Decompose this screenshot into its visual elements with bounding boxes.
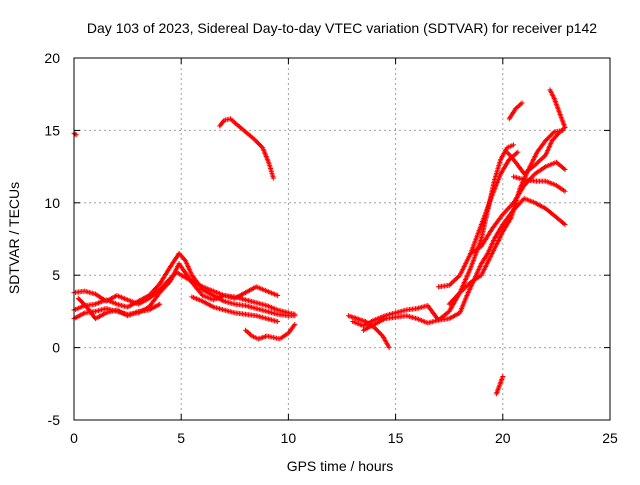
y-tick-label: 5 xyxy=(52,267,60,283)
data-point xyxy=(562,222,568,228)
x-tick-label: 5 xyxy=(177,430,185,446)
data-point xyxy=(275,319,281,325)
y-tick-label: -5 xyxy=(48,412,61,428)
x-tick-label: 20 xyxy=(495,430,511,446)
data-point xyxy=(562,188,568,194)
data-point xyxy=(456,291,462,297)
data-point xyxy=(500,374,506,380)
data-point xyxy=(275,292,281,298)
y-tick-label: 20 xyxy=(44,50,60,66)
chart-title: Day 103 of 2023, Sidereal Day-to-day VTE… xyxy=(87,20,597,36)
axes xyxy=(73,57,611,421)
y-axis-label: SDTVAR / TECUs xyxy=(6,182,22,294)
data-point xyxy=(562,166,568,172)
y-tick-label: 10 xyxy=(44,195,60,211)
data-points xyxy=(71,87,568,397)
data-point xyxy=(379,332,385,338)
x-tick-label: 15 xyxy=(388,430,404,446)
x-ticks: 0 5 10 15 20 25 xyxy=(70,58,618,446)
data-point xyxy=(386,345,392,351)
data-point xyxy=(292,313,298,319)
data-point xyxy=(515,149,521,155)
data-point xyxy=(166,279,172,285)
x-axis-label: GPS time / hours xyxy=(287,458,394,474)
data-point xyxy=(562,125,568,131)
data-point xyxy=(511,142,517,148)
y-tick-label: 0 xyxy=(52,340,60,356)
y-ticks: -5 0 5 10 15 20 xyxy=(44,50,610,428)
y-tick-label: 15 xyxy=(44,122,60,138)
data-point xyxy=(292,321,298,327)
data-point xyxy=(270,175,276,181)
plot-frame xyxy=(73,57,611,421)
data-point xyxy=(550,130,556,136)
data-point xyxy=(259,144,265,150)
x-tick-label: 25 xyxy=(602,430,618,446)
x-tick-label: 10 xyxy=(281,430,297,446)
data-point xyxy=(519,100,525,106)
x-tick-label: 0 xyxy=(70,430,78,446)
data-point xyxy=(157,301,163,307)
data-point xyxy=(72,131,78,137)
